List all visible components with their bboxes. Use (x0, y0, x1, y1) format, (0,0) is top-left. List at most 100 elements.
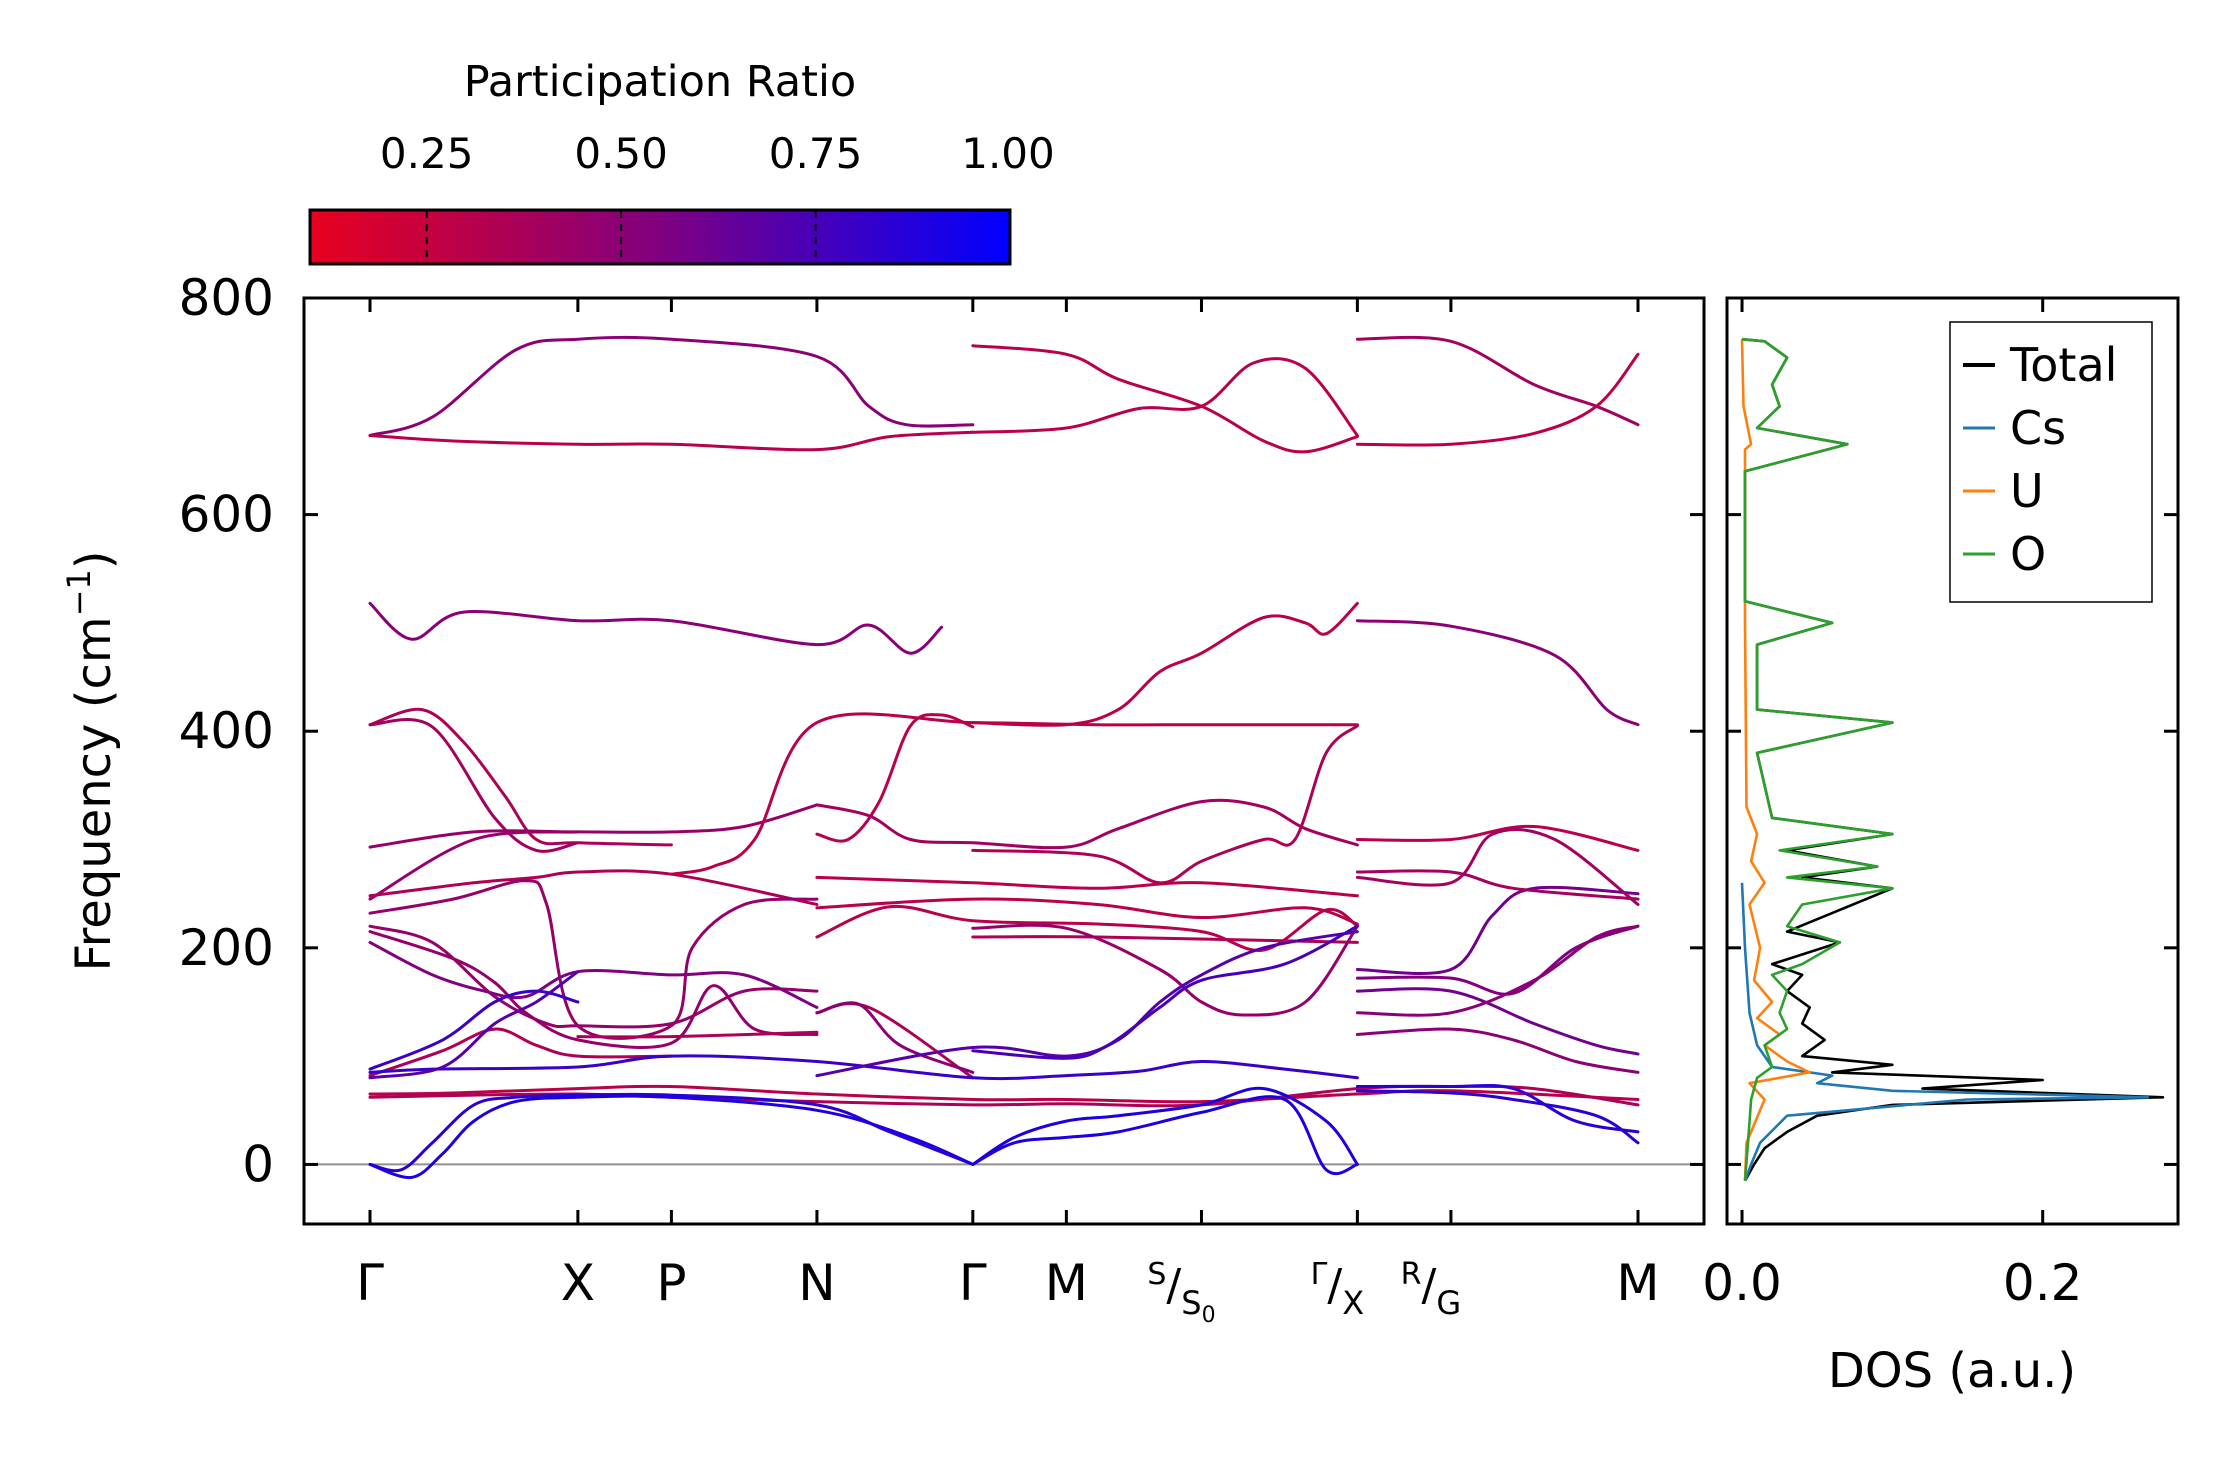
y-axis-label: Frequency (cm−1) (60, 550, 122, 971)
dos-y-ticks (1727, 296, 2178, 1166)
colorbar-tick-label: 0.50 (574, 129, 668, 178)
phonon-band (669, 712, 1359, 876)
k-point-label: Γ (959, 1254, 987, 1312)
phonon-band (368, 989, 580, 1071)
k-point-label: X (561, 1254, 595, 1312)
k-label-bottom: G (1436, 1284, 1461, 1322)
phonon-band (368, 718, 580, 853)
k-point-labels: Γ X P N Γ M S/S0Γ/XR/G M (356, 1254, 1660, 1328)
phonon-band (368, 1094, 975, 1179)
dos-x-tick-label: 0.2 (2003, 1254, 2083, 1312)
phonon-band (1355, 1083, 1640, 1134)
legend-label: Cs (2010, 401, 2066, 455)
phonon-band (815, 897, 1359, 926)
legend-label: O (2010, 527, 2046, 581)
colorbar-label: Participation Ratio (464, 57, 857, 107)
phonon-band (368, 803, 819, 849)
phonon-band (1355, 352, 1640, 447)
dos-curve-o (1741, 337, 1894, 1181)
k-label-top: Γ (1311, 1257, 1328, 1292)
y-axis-label-main: Frequency (cm (66, 616, 122, 971)
phonon-band (1355, 335, 1640, 427)
phonon-band (815, 798, 1359, 850)
phonon-band (815, 904, 1359, 952)
y-tick-label: 600 (179, 486, 274, 544)
y-axis-label-sup: −1 (60, 569, 98, 616)
phonon-band (815, 1001, 975, 1074)
phonon-band (1355, 987, 1640, 1056)
phonon-band (1355, 885, 1640, 975)
colorbar-tick-label: 1.00 (961, 129, 1055, 178)
dos-panel: 0.0 0.2 DOS (a.u.) Total Cs UO (1702, 296, 2180, 1399)
k-point-label: S/S0 (1147, 1257, 1215, 1328)
legend-items: Total Cs UO (1963, 338, 2117, 581)
phonon-bands (368, 335, 1640, 1179)
phonon-band (1355, 1089, 1640, 1145)
k-label-slash: / (1327, 1260, 1342, 1311)
phonon-band (971, 924, 1359, 1060)
phonon-band (1355, 619, 1640, 727)
y-tick-label: 400 (179, 702, 274, 760)
phonon-band (368, 879, 819, 1040)
band-plot-frame (302, 296, 1706, 1226)
dos-x-tick-label: 0.0 (1702, 1254, 1782, 1312)
phonon-band (368, 430, 975, 452)
phonon-band (971, 1086, 1359, 1166)
phonon-band (971, 357, 1359, 437)
phonon-band (971, 344, 1359, 454)
dos-plot-frame (1725, 296, 2180, 1226)
legend-label: U (2010, 464, 2044, 518)
phonon-band (368, 1054, 1359, 1081)
phonon-band (1355, 828, 1640, 906)
k-label-slash: / (1166, 1260, 1181, 1311)
phonon-band (368, 335, 975, 437)
dos-legend: Total Cs UO (1949, 321, 2153, 603)
k-point-label: Γ (356, 1254, 384, 1312)
phonon-band (368, 970, 580, 1080)
k-label-top: R (1401, 1257, 1422, 1292)
k-point-label: N (798, 1254, 835, 1312)
phonon-band (971, 724, 1359, 885)
phonon-band (971, 1095, 1359, 1176)
phonon-band (368, 940, 819, 1009)
dos-curve-cs (1740, 882, 2150, 1182)
k-label-subscript: 0 (1202, 1303, 1216, 1328)
k-point-label: P (656, 1254, 686, 1312)
phonon-band (815, 875, 1359, 898)
phonon-band (815, 713, 975, 843)
dos-curves (1740, 337, 2165, 1182)
phonon-band (971, 601, 1359, 727)
k-point-label: M (1616, 1254, 1659, 1312)
dos-x-axis-label: DOS (a.u.) (1828, 1343, 2076, 1399)
phonon-band (1355, 824, 1640, 852)
y-axis-label-close: ) (66, 550, 122, 569)
colorbar-tick-label: 0.75 (769, 129, 863, 178)
phonon-band (368, 707, 673, 847)
colorbar-tick-label: 0.25 (380, 129, 474, 178)
k-label-slash: / (1422, 1260, 1437, 1311)
colorbar-tick-labels: 0.25 0.50 0.75 1.00 (380, 129, 1055, 178)
dos-curve-u (1740, 339, 1811, 1181)
k-label-top: S (1147, 1257, 1166, 1292)
k-point-label: R/G (1401, 1257, 1461, 1322)
k-label-bottom: S (1181, 1284, 1201, 1322)
y-tick-label: 0 (242, 1135, 274, 1193)
y-axis-ticks: 0 200 400 600 800 (179, 269, 1704, 1193)
y-tick-label: 200 (179, 919, 274, 977)
y-tick-label: 800 (179, 269, 274, 327)
dos-x-ticks: 0.0 0.2 (1702, 298, 2082, 1312)
phonon-band (1355, 1027, 1640, 1074)
phonon-band (368, 1027, 673, 1078)
colorbar (308, 208, 1012, 266)
phonon-band (971, 923, 1359, 1017)
k-label-bottom: X (1342, 1284, 1364, 1322)
phonon-band (576, 1030, 819, 1039)
colorbar-ticks (425, 211, 817, 263)
phonon-band (368, 830, 580, 901)
legend-label: Total (2009, 338, 2117, 392)
phonon-band (368, 930, 819, 1049)
phonon-band (1355, 924, 1640, 1017)
phonon-band (368, 601, 944, 655)
